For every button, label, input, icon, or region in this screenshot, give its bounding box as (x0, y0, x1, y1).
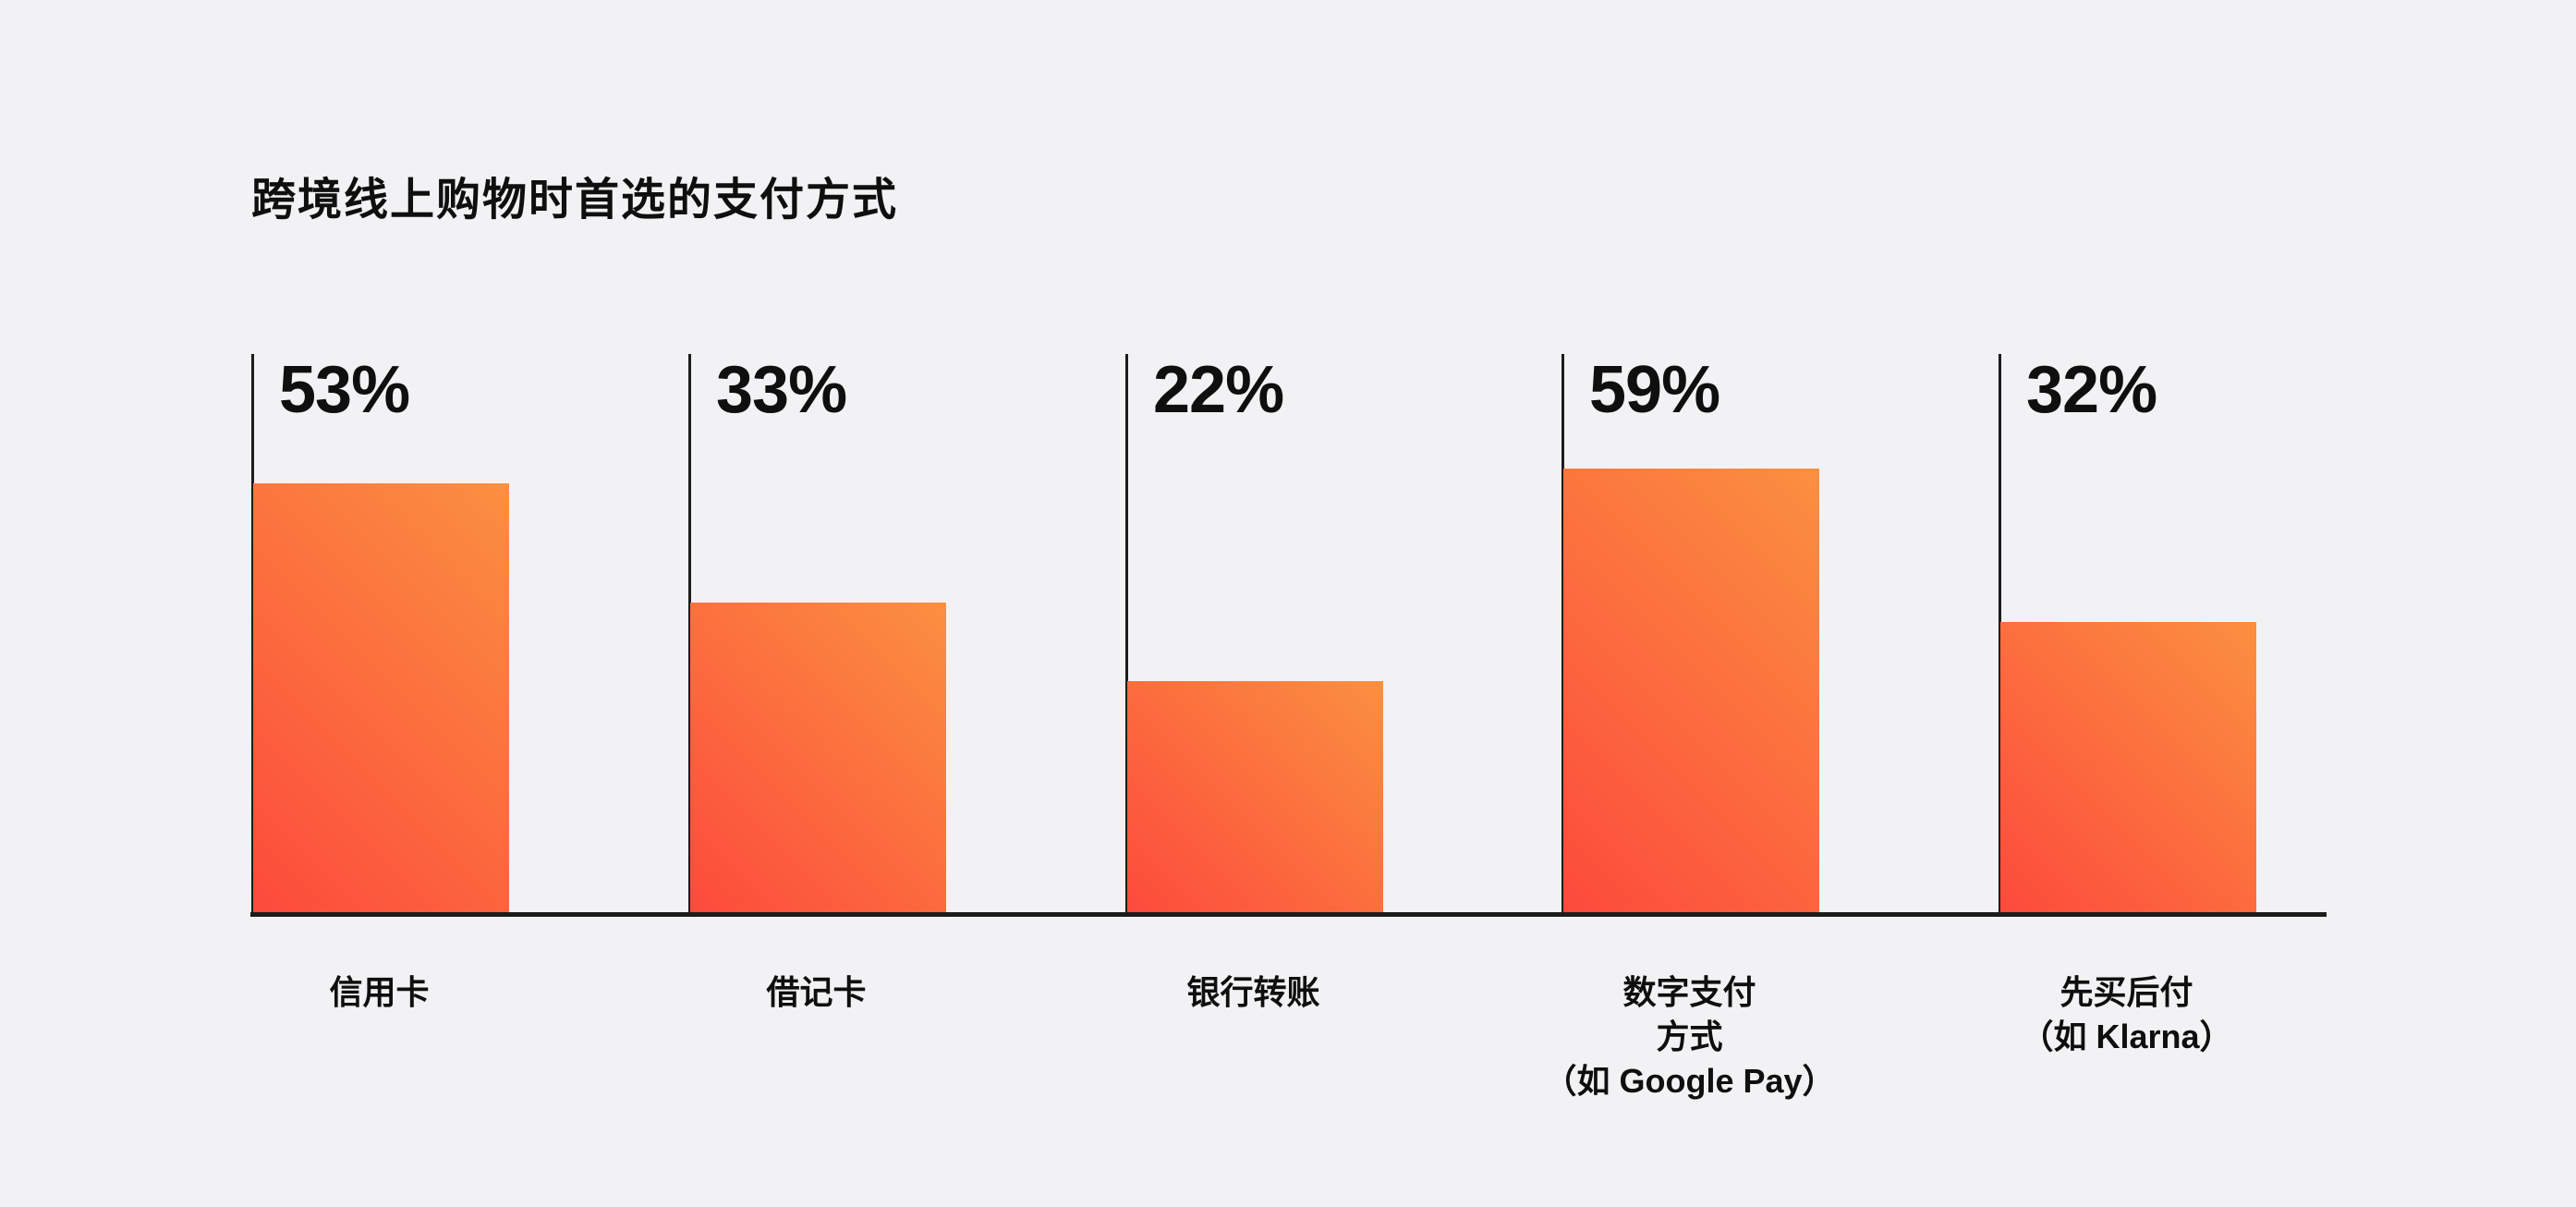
bar-group: 53% 信用卡 (251, 0, 688, 1207)
bar (1563, 469, 1819, 915)
category-label-line: （如 Klarna） (2020, 1018, 2233, 1055)
category-label-line: 借记卡 (766, 973, 867, 1011)
y-axis-line (1125, 354, 1128, 915)
y-axis-line (251, 354, 254, 915)
y-axis-line (688, 354, 691, 915)
bar (2000, 622, 2256, 915)
value-label: 53% (279, 353, 410, 427)
y-axis-line (1999, 354, 2001, 915)
category-label: 信用卡 (160, 970, 600, 1015)
bar (253, 483, 509, 915)
bar (1127, 681, 1383, 915)
bar-group: 59% 数字支付方式 （如 Google Pay） (1543, 0, 1999, 1207)
value-label: 33% (716, 353, 847, 427)
bar-group: 32% 先买后付 （如 Klarna） (1999, 0, 2436, 1207)
category-label: 银行转账 (1034, 970, 1474, 1015)
chart-title: 跨境线上购物时首选的支付方式 (251, 176, 899, 225)
category-label: 借记卡 (597, 970, 1037, 1015)
category-label-line: 银行转账 (1186, 973, 1320, 1011)
category-label-line: （如 Google Pay） (1543, 1062, 1836, 1100)
value-label: 32% (2026, 353, 2157, 427)
bar-group: 22% 银行转账 (1125, 0, 1562, 1207)
bar (690, 603, 946, 915)
value-label: 59% (1589, 353, 1720, 427)
category-label-line: 数字支付 (1622, 973, 1756, 1011)
x-axis-baseline (250, 912, 2327, 917)
bar-group: 33% 借记卡 (688, 0, 1125, 1207)
y-axis-line (1561, 354, 1564, 915)
value-label: 22% (1153, 353, 1284, 427)
category-label: 先买后付 （如 Klarna） (1907, 970, 2347, 1059)
category-label-line: 信用卡 (329, 973, 430, 1011)
category-label: 数字支付方式 （如 Google Pay） (1470, 970, 1910, 1103)
category-label-line: 方式 (1656, 1018, 1723, 1055)
category-label-line: 先买后付 (2060, 973, 2193, 1011)
